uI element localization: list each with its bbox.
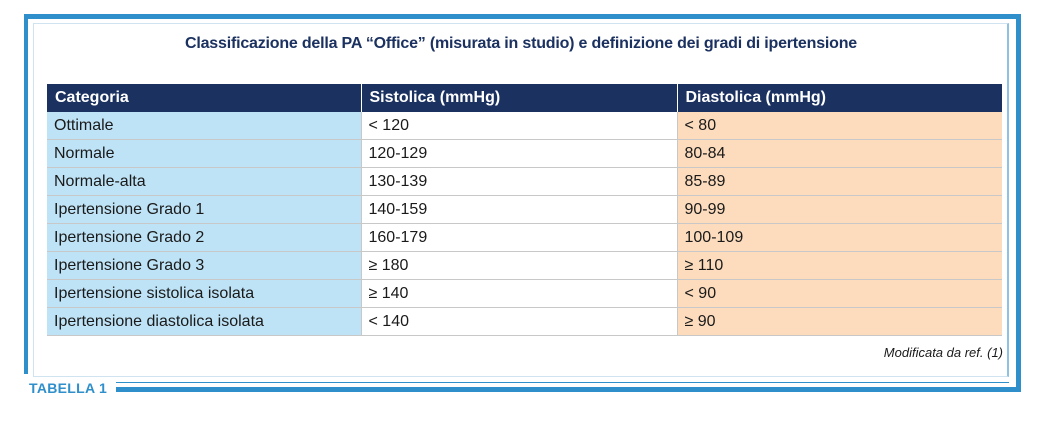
frame-right-border (1016, 14, 1021, 392)
table-row: Ipertensione Grado 3 ≥ 180 ≥ 110 (47, 251, 1002, 280)
cell-category: Normale (47, 139, 362, 168)
cell-category: Ipertensione Grado 2 (47, 223, 362, 252)
table-row: Normale-alta 130-139 85-89 (47, 167, 1002, 196)
cell-systolic: 140-159 (361, 195, 678, 224)
cell-systolic: 130-139 (361, 167, 678, 196)
header-categoria: Categoria (47, 84, 362, 112)
table-header-row: Categoria Sistolica (mmHg) Diastolica (m… (47, 84, 1002, 112)
table-row: Ipertensione Grado 2 160-179 100-109 (47, 223, 1002, 252)
cell-category: Ipertensione Grado 1 (47, 195, 362, 224)
cell-diastolic: 100-109 (677, 223, 1002, 252)
header-diastolica: Diastolica (mmHg) (677, 84, 1002, 112)
cell-category: Ipertensione diastolica isolata (47, 307, 362, 336)
cell-diastolic: 85-89 (677, 167, 1002, 196)
table-row: Ipertensione Grado 1 140-159 90-99 (47, 195, 1002, 224)
frame-bottom-border (116, 387, 1021, 392)
table-row: Ottimale < 120 < 80 (47, 112, 1002, 140)
cell-systolic: ≥ 180 (361, 251, 678, 280)
table-tag-label: TABELLA 1 (29, 380, 108, 396)
cell-systolic: < 120 (361, 112, 678, 140)
table-row: Normale 120-129 80-84 (47, 139, 1002, 168)
cell-category: Ottimale (47, 112, 362, 140)
table-title: Classificazione della PA “Office” (misur… (185, 35, 857, 52)
table-row: Ipertensione diastolica isolata < 140 ≥ … (47, 307, 1002, 336)
cell-category: Ipertensione Grado 3 (47, 251, 362, 280)
frame-top-border (24, 14, 1021, 19)
header-sistolica: Sistolica (mmHg) (361, 84, 678, 112)
cell-category: Normale-alta (47, 167, 362, 196)
classification-table: Categoria Sistolica (mmHg) Diastolica (m… (47, 84, 1002, 336)
source-note: Modificata da ref. (1) (883, 345, 1003, 360)
cell-category: Ipertensione sistolica isolata (47, 279, 362, 308)
cell-diastolic: < 90 (677, 279, 1002, 308)
table-row: Ipertensione sistolica isolata ≥ 140 < 9… (47, 279, 1002, 308)
frame-bottom-thin-border (116, 382, 1009, 383)
cell-diastolic: ≥ 110 (677, 251, 1002, 280)
cell-diastolic: < 80 (677, 112, 1002, 140)
cell-diastolic: ≥ 90 (677, 307, 1002, 336)
cell-diastolic: 90-99 (677, 195, 1002, 224)
cell-systolic: ≥ 140 (361, 279, 678, 308)
cell-systolic: 120-129 (361, 139, 678, 168)
cell-systolic: 160-179 (361, 223, 678, 252)
frame-left-border (24, 14, 28, 374)
cell-diastolic: 80-84 (677, 139, 1002, 168)
cell-systolic: < 140 (361, 307, 678, 336)
